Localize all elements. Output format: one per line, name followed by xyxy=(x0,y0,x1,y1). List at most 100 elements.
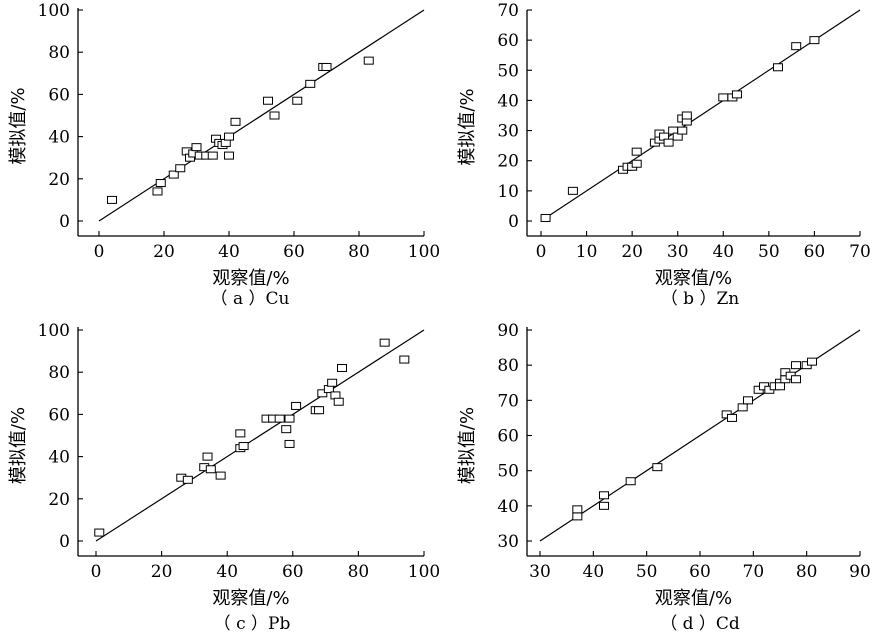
data-point xyxy=(235,429,246,438)
data-point xyxy=(737,403,748,412)
data-point xyxy=(94,528,105,537)
x-axis-title: 观察值/% xyxy=(212,588,289,609)
chart-panel-cd: 30 40 50 60 70 80 90 30 40 50 60 70 80 90 观察值/% 模拟值/% （ … xyxy=(457,321,871,634)
fit-line xyxy=(540,9,861,222)
y-tick-label: 20 xyxy=(48,170,70,190)
x-axis-title: 观察值/% xyxy=(212,268,289,289)
chart-panel-cu: 0 20 40 60 80 100 0 20 40 60 80 100 观察值/% 模拟值/% （ a ）C… xyxy=(8,1,440,309)
data-point xyxy=(155,179,166,188)
data-point xyxy=(327,378,338,387)
data-point xyxy=(718,93,729,102)
data-point xyxy=(599,491,609,500)
data-point xyxy=(337,363,347,372)
y-tick-label: 30 xyxy=(497,122,519,142)
data-point xyxy=(807,357,817,366)
data-point xyxy=(202,452,213,461)
data-point xyxy=(333,397,344,406)
x-tick-label: 40 xyxy=(218,242,240,262)
x-tick-label: 60 xyxy=(689,562,711,582)
chart-panel-pb: 0 20 40 60 80 100 0 20 40 60 80 100 观察值/% 模拟值/% （ c ）P… xyxy=(8,321,440,634)
data-point xyxy=(727,413,737,422)
data-point xyxy=(631,147,642,156)
data-point xyxy=(772,63,783,72)
y-tick-label: 80 xyxy=(497,356,519,376)
data-point xyxy=(791,361,801,370)
data-point xyxy=(625,477,636,486)
data-point xyxy=(379,338,390,347)
x-tick-label: 20 xyxy=(153,242,175,262)
data-point xyxy=(567,186,578,195)
y-tick-label: 90 xyxy=(497,321,519,341)
y-tick-label: 100 xyxy=(38,321,70,341)
data-point xyxy=(281,425,292,434)
data-point xyxy=(791,375,801,384)
x-tick-label: 20 xyxy=(621,242,643,262)
data-point xyxy=(540,213,551,222)
y-tick-label: 40 xyxy=(497,91,519,111)
x-tick-label: 80 xyxy=(348,242,370,262)
x-tick-label: 100 xyxy=(408,242,440,262)
data-point xyxy=(809,36,820,45)
data-point xyxy=(274,414,285,423)
data-point xyxy=(224,151,234,160)
y-axis-title: 模拟值/% xyxy=(457,88,478,165)
y-tick-label: 20 xyxy=(48,490,70,510)
data-point xyxy=(631,159,642,168)
data-point xyxy=(572,512,583,521)
y-tick-label: 0 xyxy=(508,212,519,232)
y-tick-label: 60 xyxy=(497,427,519,447)
y-tick-label: 60 xyxy=(48,85,70,105)
x-tick-label: 80 xyxy=(348,562,370,582)
x-tick-label: 0 xyxy=(536,242,547,262)
data-point xyxy=(152,187,163,196)
x-tick-label: 70 xyxy=(743,562,765,582)
data-point xyxy=(207,151,218,160)
data-point xyxy=(775,382,785,391)
data-point xyxy=(182,475,193,484)
x-tick-label: 40 xyxy=(712,242,734,262)
x-tick-label: 30 xyxy=(667,242,689,262)
data-point xyxy=(743,396,753,405)
chart-panel-zn: 0 10 20 30 40 50 60 70 0 10 20 30 40 50 60 70 观察值/% 模拟值/%… xyxy=(457,1,871,309)
data-point xyxy=(791,42,802,51)
data-point xyxy=(321,62,332,71)
x-tick-label: 10 xyxy=(576,242,598,262)
data-point xyxy=(681,111,692,120)
data-point xyxy=(663,138,674,147)
data-point xyxy=(175,164,186,173)
panel-caption: （ b ）Zn xyxy=(661,289,740,309)
x-tick-label: 60 xyxy=(804,242,826,262)
data-point xyxy=(168,170,179,179)
y-tick-label: 30 xyxy=(497,532,519,552)
y-tick-label: 40 xyxy=(48,128,70,148)
y-axis-title: 模拟值/% xyxy=(8,87,29,164)
data-point xyxy=(572,505,583,514)
x-tick-label: 70 xyxy=(849,242,871,262)
x-tick-label: 50 xyxy=(758,242,780,262)
x-tick-label: 0 xyxy=(91,562,102,582)
y-tick-label: 80 xyxy=(48,43,70,63)
data-point xyxy=(263,96,273,105)
x-axis-title: 观察值/% xyxy=(655,588,732,609)
y-tick-label: 0 xyxy=(59,212,70,232)
data-point xyxy=(292,96,303,105)
y-tick-label: 60 xyxy=(497,31,519,51)
data-point xyxy=(215,471,226,480)
fit-line xyxy=(98,9,425,222)
data-point xyxy=(107,195,117,204)
y-tick-label: 70 xyxy=(497,1,519,21)
x-tick-label: 0 xyxy=(94,242,105,262)
data-point xyxy=(399,355,410,364)
x-tick-label: 20 xyxy=(151,562,173,582)
x-axis-title: 观察值/% xyxy=(655,268,732,289)
x-tick-label: 80 xyxy=(796,562,818,582)
data-point xyxy=(599,501,609,510)
x-tick-label: 30 xyxy=(529,562,551,582)
y-tick-label: 50 xyxy=(497,462,519,482)
x-tick-label: 40 xyxy=(216,562,238,582)
y-axis-title: 模拟值/% xyxy=(457,407,478,484)
y-tick-label: 80 xyxy=(48,363,70,383)
x-tick-label: 90 xyxy=(849,562,871,582)
data-point xyxy=(224,132,234,141)
